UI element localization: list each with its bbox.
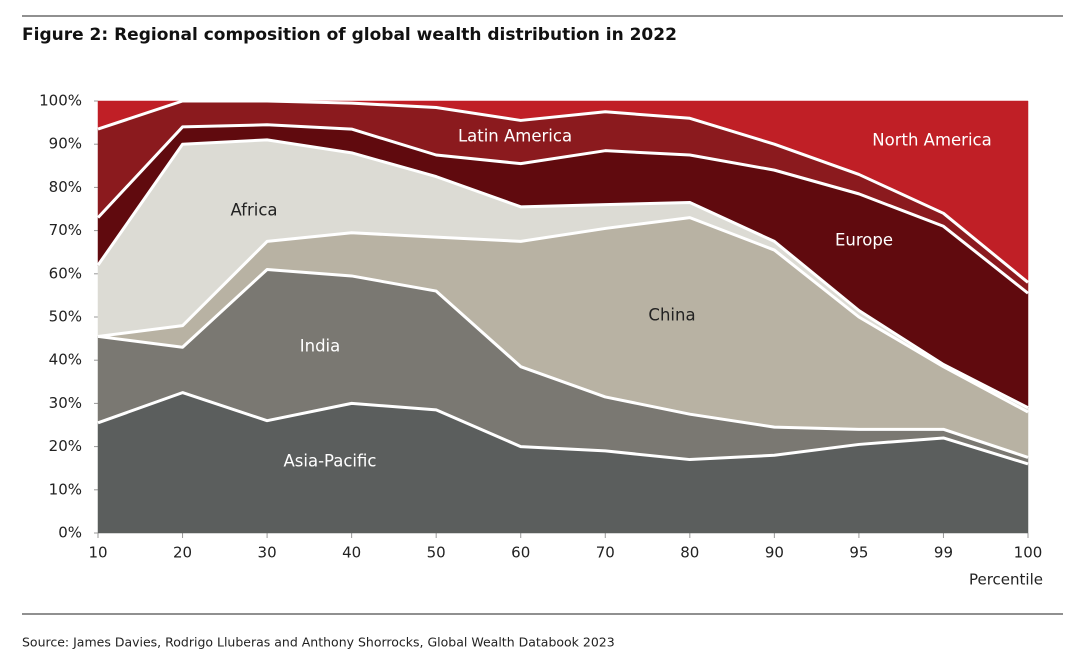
separator [96,138,1029,410]
y-tick-label: 60% [49,264,82,282]
y-tick-label: 10% [49,480,82,498]
plot-area: 0% 10% 20% 30% 40% 50% 60% 70% 80% 90% 100% 10 20 30 4… [39,92,1042,562]
y-tick-label: 40% [49,351,82,369]
separator [97,216,1029,414]
area-label: Africa [230,201,277,220]
x-tick-label: 95 [849,544,868,562]
x-tick-label: 60 [511,544,530,562]
area-label: Latin America [458,127,572,146]
x-tick-label: 100 [1014,544,1043,562]
x-tick-label: 99 [934,544,953,562]
area-label: China [648,306,695,325]
area-label: Asia-Pacific [284,452,377,471]
x-tick-label: 20 [173,544,192,562]
separator [97,99,1029,284]
x-tick-label: 30 [258,544,277,562]
area-label: Europe [835,231,893,250]
x-tick-label: 10 [88,544,107,562]
separator [96,123,1029,295]
separator [97,267,1029,459]
y-tick-label: 100% [39,92,82,110]
chart-title: Figure 2: Regional composition of global… [22,25,677,45]
area-label: North America [872,131,991,150]
y-tick-label: 20% [49,437,82,455]
x-tick-label: 80 [680,544,699,562]
y-tick-label: 70% [49,221,82,239]
x-tick-label: 90 [765,544,784,562]
x-axis-label: Percentile [969,571,1043,589]
source: Source: James Davies, Rodrigo Lluberas a… [22,635,615,650]
y-tick-label: 80% [49,178,82,196]
separator [97,391,1029,466]
y-tick-label: 0% [58,524,82,542]
x-tick-label: 40 [342,544,361,562]
y-tick-label: 30% [49,394,82,412]
y-tick-label: 50% [49,308,82,326]
x-tick-label: 50 [427,544,446,562]
area-label: India [300,337,341,356]
x-tick-label: 70 [596,544,615,562]
y-tick-label: 90% [49,135,82,153]
